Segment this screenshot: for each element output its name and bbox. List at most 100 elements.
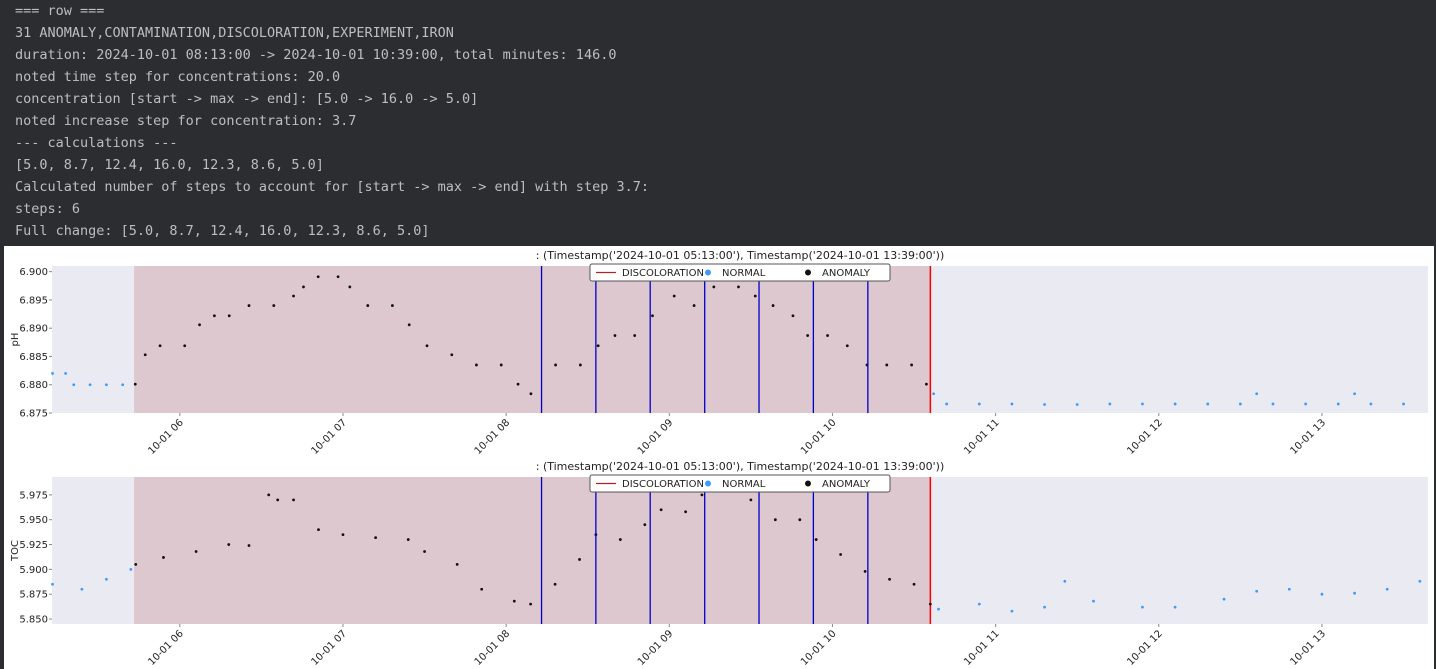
y-tick-label: 6.875 [19,409,48,420]
data-point [613,334,617,337]
y-axis-label: TOC [10,540,21,562]
data-point [1320,592,1324,596]
anomaly-span [134,266,931,413]
data-point [749,498,753,502]
legend-box [589,263,891,282]
legend-swatch [705,269,711,276]
y-tick-label: 5.975 [19,490,48,501]
data-point [162,556,165,559]
y-tick-label: 5.925 [19,540,48,551]
console-line: Full change: [5.0, 8.7, 12.4, 16.0, 12.3… [15,223,430,239]
data-point [366,304,370,307]
data-point [1043,605,1046,609]
x-tick-label: 10-01 13 [1288,417,1328,457]
data-point [292,498,295,502]
x-tick-label: 10-01 07 [310,628,350,668]
data-point [888,577,891,581]
data-point [51,372,54,375]
data-point [578,363,582,367]
y-tick-label: 5.875 [19,590,48,601]
legend: DISCOLORATION NORMAL ANOMALY [589,474,891,493]
y-tick-label: 5.850 [19,615,48,626]
data-point [1353,392,1356,396]
data-point [1206,402,1210,406]
x-tick-label: 10-01 09 [636,417,676,457]
data-point [450,353,454,357]
data-point [977,602,981,606]
console-line: steps: 6 [15,201,81,217]
data-point [798,518,802,522]
anomaly-span [134,477,931,624]
y-tick-label: 6.880 [19,380,48,391]
data-point [425,344,429,348]
data-point [133,382,137,386]
data-point [651,314,654,318]
x-tick-label: 10-01 06 [146,417,186,457]
y-tick-label: 6.885 [19,352,48,363]
data-point [1063,579,1067,583]
data-point [391,304,394,307]
data-point [80,587,84,591]
data-point [1141,402,1144,406]
x-tick-label: 10-01 11 [962,628,1002,668]
data-point [1173,605,1177,609]
data-point [1336,402,1340,406]
data-point [554,363,557,367]
y-tick-label: 5.950 [19,515,48,526]
data-point [272,304,276,307]
data-point [198,323,201,327]
legend-label: DISCOLORATION [622,479,704,490]
data-point [341,533,345,537]
data-point [1369,402,1373,406]
data-point [1141,605,1144,609]
console-line: 31 ANOMALY,CONTAMINATION,DISCOLORATION,E… [15,25,454,41]
data-point [814,538,818,541]
data-point [212,314,216,318]
data-point [134,563,138,566]
legend-label: NORMAL [722,479,766,490]
charts: : (Timestamp('2024-10-01 05:13:00'), Tim… [4,246,1434,669]
data-point [1418,579,1422,583]
data-point [839,553,843,556]
data-point [227,543,231,546]
data-point [317,528,320,532]
data-point [826,334,829,337]
data-point [1255,392,1259,396]
data-point [1173,402,1177,406]
legend-box [589,474,891,493]
data-point [316,275,320,279]
y-tick-label: 6.890 [19,324,48,335]
data-point [336,275,340,279]
data-point [712,285,716,289]
data-point [977,402,981,406]
data-point [64,372,67,375]
data-point [596,344,600,348]
console-line: Calculated number of steps to account fo… [15,179,649,195]
data-point [529,392,533,396]
data-point [773,518,777,522]
data-point [553,582,557,586]
data-point [104,383,108,387]
data-point [692,304,696,307]
data-point [292,294,295,298]
x-tick-label: 10-01 12 [1125,417,1165,457]
x-tick-label: 10-01 13 [1288,628,1328,668]
data-point [276,498,280,502]
data-point [845,344,849,348]
x-tick-label: 10-01 08 [473,628,513,668]
y-tick-label: 6.900 [19,267,48,278]
data-point [1222,597,1226,601]
data-point [806,334,810,337]
x-tick-label: 10-01 10 [799,628,839,668]
legend-label: ANOMALY [822,268,871,279]
data-point [633,334,637,337]
data-point [684,510,688,514]
data-point [1304,402,1308,406]
data-point [247,544,251,547]
x-tick-label: 10-01 11 [962,417,1002,457]
data-point [529,602,533,606]
data-point [659,508,663,512]
x-tick-label: 10-01 10 [799,417,839,457]
data-point [267,493,271,497]
